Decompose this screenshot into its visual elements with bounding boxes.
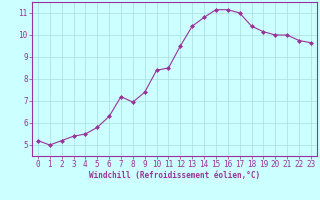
X-axis label: Windchill (Refroidissement éolien,°C): Windchill (Refroidissement éolien,°C) [89,171,260,180]
